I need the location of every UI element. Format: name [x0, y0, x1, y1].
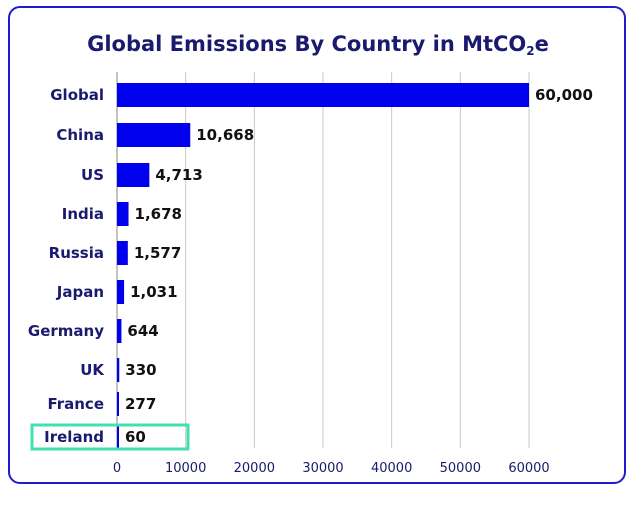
chart-frame: [8, 6, 626, 484]
x-tick-label: 60000: [508, 461, 549, 476]
chart-title: Global Emissions By Country in MtCO2e: [87, 32, 549, 58]
bar: [117, 83, 529, 107]
x-tick-label: 30000: [302, 461, 343, 476]
value-label: 1,577: [134, 244, 181, 262]
category-label: Russia: [49, 244, 104, 262]
bar: [117, 358, 120, 382]
bar: [117, 425, 119, 449]
category-label: India: [62, 205, 104, 223]
x-tick-label: 0: [113, 461, 121, 476]
x-tick-label: 50000: [440, 461, 481, 476]
bar: [117, 123, 191, 147]
x-tick-label: 20000: [234, 461, 275, 476]
category-label: France: [47, 395, 104, 413]
value-label: 644: [127, 322, 158, 340]
value-label: 277: [125, 395, 156, 413]
value-label: 1,678: [135, 205, 182, 223]
bar: [117, 202, 129, 226]
bar: [117, 319, 122, 343]
category-label: US: [81, 166, 104, 184]
category-label: Germany: [28, 322, 104, 340]
value-label: 1,031: [130, 283, 177, 301]
bar: [117, 392, 119, 416]
bar: [117, 241, 128, 265]
value-label: 60: [125, 428, 146, 446]
value-label: 4,713: [155, 166, 202, 184]
value-label: 10,668: [196, 126, 254, 144]
bar: [117, 163, 150, 187]
highlight-box: [30, 423, 190, 451]
category-label: Japan: [56, 283, 104, 301]
value-label: 330: [125, 361, 156, 379]
category-label: Ireland: [44, 428, 104, 446]
value-label: 60,000: [535, 86, 593, 104]
bar: [117, 280, 125, 304]
category-label: Global: [50, 86, 104, 104]
x-tick-label: 40000: [371, 461, 412, 476]
x-tick-label: 10000: [165, 461, 206, 476]
category-label: UK: [80, 361, 105, 379]
category-label: China: [56, 126, 104, 144]
